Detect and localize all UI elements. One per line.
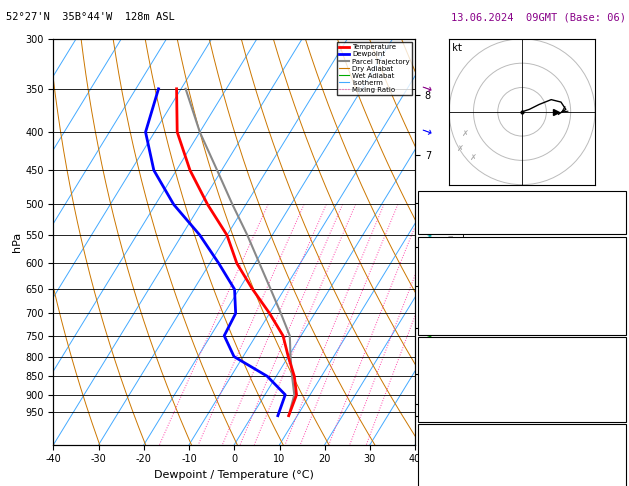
- Text: 12: 12: [610, 382, 622, 391]
- Text: →: →: [418, 404, 433, 420]
- Text: 15: 15: [325, 447, 333, 451]
- Text: 15: 15: [610, 295, 622, 304]
- Text: 297: 297: [604, 281, 622, 291]
- Text: Hodograph: Hodograph: [496, 428, 548, 437]
- Text: →: →: [418, 196, 433, 212]
- Text: 301: 301: [604, 368, 622, 378]
- Text: © weatheronline.co.uk: © weatheronline.co.uk: [465, 468, 579, 477]
- Text: PW (cm): PW (cm): [422, 221, 463, 231]
- Text: CIN (J): CIN (J): [422, 322, 463, 331]
- Text: K: K: [422, 194, 428, 204]
- Text: Temp (°C): Temp (°C): [422, 254, 475, 263]
- Text: Pressure (mb): Pressure (mb): [422, 354, 498, 364]
- Text: StmSpd (kt): StmSpd (kt): [422, 482, 487, 486]
- Text: 40: 40: [610, 455, 622, 465]
- Text: 3: 3: [220, 447, 225, 451]
- Text: 1.06: 1.06: [599, 221, 622, 231]
- Text: Lifted Index: Lifted Index: [422, 295, 493, 304]
- Text: -11: -11: [604, 194, 622, 204]
- Text: 5: 5: [252, 447, 256, 451]
- Text: 1: 1: [157, 447, 162, 451]
- Text: →: →: [418, 328, 433, 344]
- Text: →: →: [418, 81, 433, 97]
- Text: 8.1: 8.1: [604, 254, 622, 263]
- Text: 0: 0: [616, 395, 622, 405]
- Text: 0: 0: [616, 409, 622, 418]
- Y-axis label: hPa: hPa: [13, 232, 23, 252]
- Text: 13.06.2024  09GMT (Base: 06): 13.06.2024 09GMT (Base: 06): [451, 12, 626, 22]
- Text: θᴇ(K): θᴇ(K): [422, 281, 452, 291]
- Text: 23: 23: [610, 441, 622, 451]
- Text: →: →: [418, 281, 433, 297]
- Text: CIN (J): CIN (J): [422, 409, 463, 418]
- Text: 700: 700: [604, 354, 622, 364]
- Text: 4: 4: [238, 447, 242, 451]
- Text: Totals Totals: Totals Totals: [422, 208, 498, 217]
- Text: 5.7: 5.7: [604, 267, 622, 277]
- Text: →: →: [418, 124, 433, 140]
- Text: StmDir: StmDir: [422, 469, 457, 478]
- Text: →: →: [418, 368, 433, 384]
- X-axis label: Dewpoint / Temperature (°C): Dewpoint / Temperature (°C): [154, 470, 314, 480]
- Text: ✗: ✗: [457, 144, 464, 153]
- Text: Dewp (°C): Dewp (°C): [422, 267, 475, 277]
- Text: EH: EH: [422, 441, 434, 451]
- Text: 279°: 279°: [599, 469, 622, 478]
- Legend: Temperature, Dewpoint, Parcel Trajectory, Dry Adiabat, Wet Adiabat, Isotherm, Mi: Temperature, Dewpoint, Parcel Trajectory…: [337, 42, 411, 95]
- Text: θᴇ (K): θᴇ (K): [422, 368, 457, 378]
- Text: CAPE (J): CAPE (J): [422, 395, 469, 405]
- Text: CAPE (J): CAPE (J): [422, 308, 469, 318]
- Text: 2: 2: [196, 447, 201, 451]
- Text: 10: 10: [296, 447, 304, 451]
- Text: ✗: ✗: [461, 129, 469, 138]
- Y-axis label: km
ASL: km ASL: [445, 233, 467, 251]
- Text: Surface: Surface: [501, 240, 543, 250]
- Text: 0: 0: [616, 322, 622, 331]
- Text: 14: 14: [610, 482, 622, 486]
- Text: Most Unstable: Most Unstable: [484, 341, 560, 350]
- Text: SREH: SREH: [422, 455, 445, 465]
- Text: kt: kt: [452, 43, 464, 53]
- Text: 8: 8: [283, 447, 287, 451]
- Text: 25: 25: [362, 447, 370, 451]
- Text: 0: 0: [616, 308, 622, 318]
- Text: 20: 20: [346, 447, 353, 451]
- Text: Lifted Index: Lifted Index: [422, 382, 493, 391]
- Text: 52°27'N  35B°44'W  128m ASL: 52°27'N 35B°44'W 128m ASL: [6, 12, 175, 22]
- Text: 25: 25: [610, 208, 622, 217]
- Text: ✗: ✗: [469, 154, 476, 162]
- Text: →: →: [418, 227, 433, 243]
